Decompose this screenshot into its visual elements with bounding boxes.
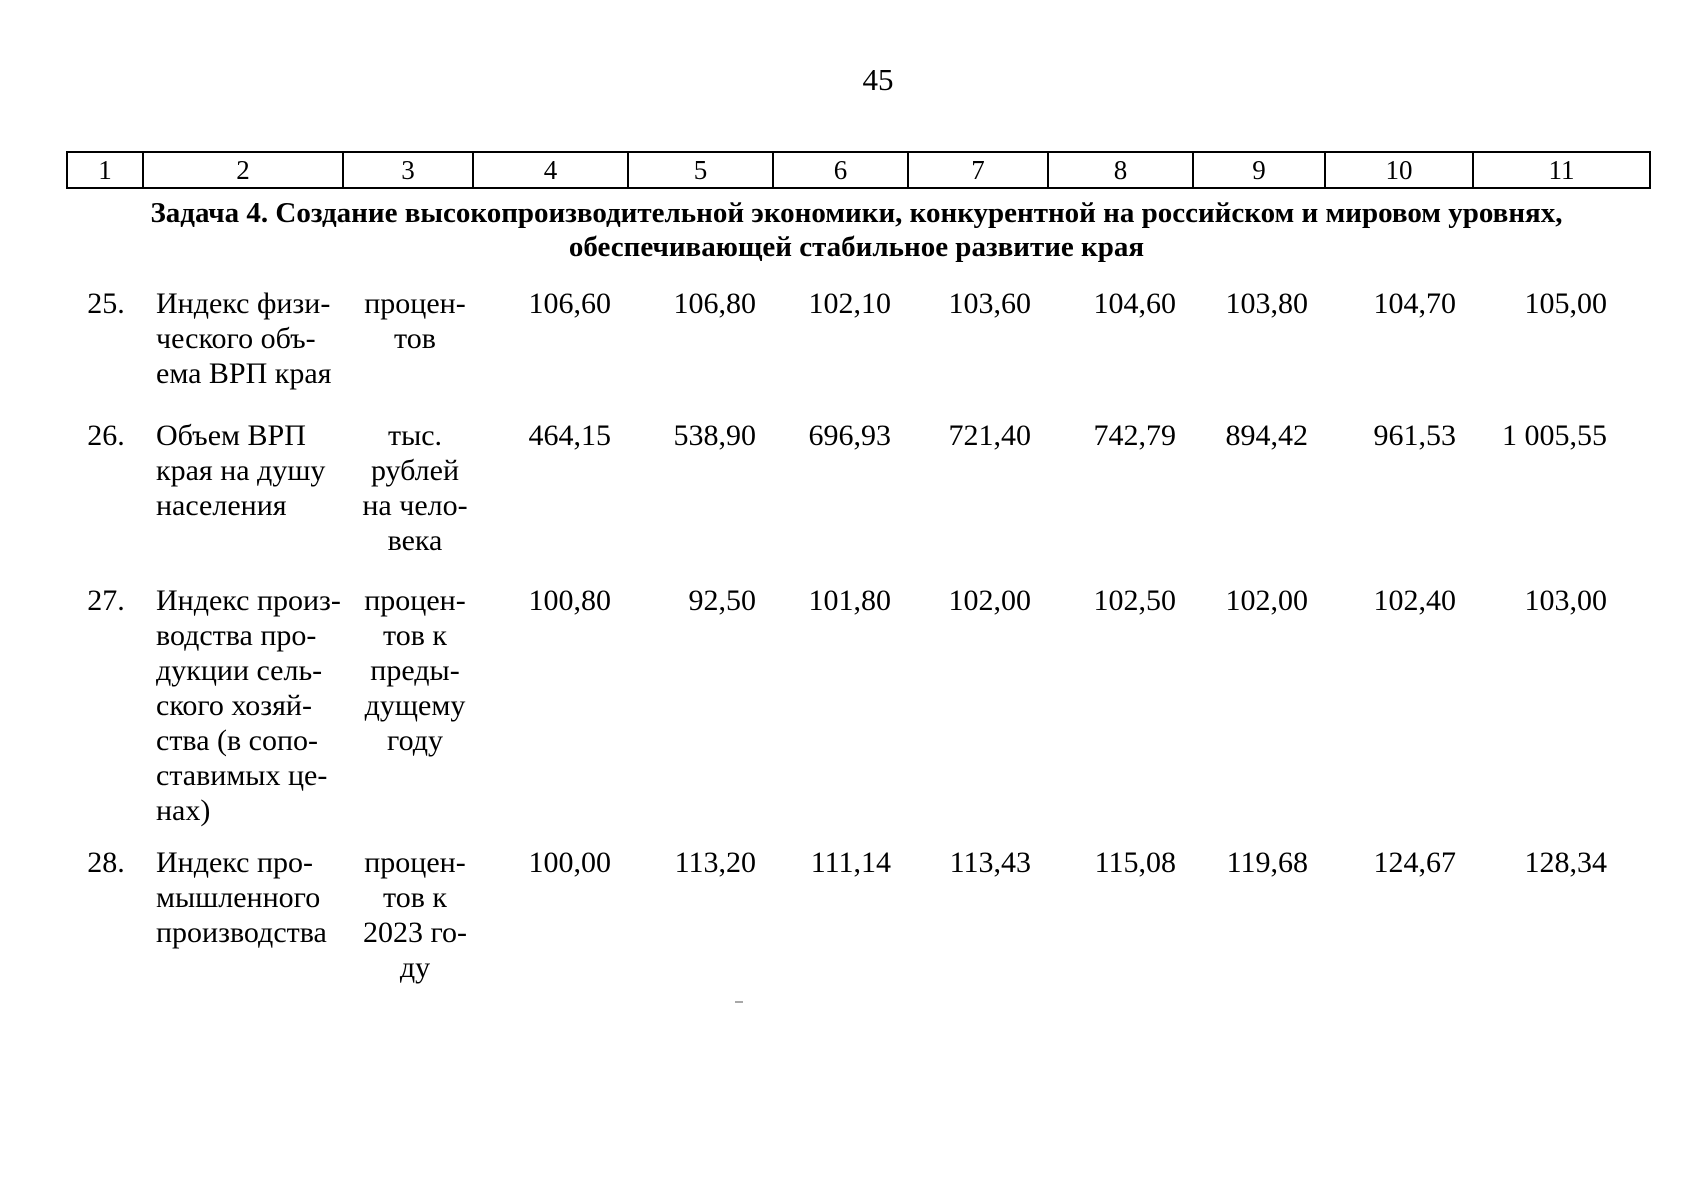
indicator-name-line: нах) <box>156 794 211 827</box>
indicator-value: 464,15 <box>528 419 612 452</box>
indicator-name-line: дукции сель- <box>156 654 323 687</box>
indicator-name-line: населения <box>156 489 287 522</box>
indicator-value: 102,40 <box>1373 584 1457 617</box>
indicator-name-line: края на душу <box>156 454 326 487</box>
column-number-5: 5 <box>627 153 772 187</box>
indicator-name-line: ского хозяй- <box>156 689 312 722</box>
indicator-value: 119,68 <box>1226 846 1308 879</box>
row-number: 27. <box>87 584 125 617</box>
indicator-value: 128,34 <box>1524 846 1608 879</box>
indicator-unit-line: процен- <box>364 846 466 879</box>
indicator-value: 104,60 <box>1093 287 1177 320</box>
indicator-value: 721,40 <box>948 419 1032 452</box>
indicator-value: 102,00 <box>948 584 1032 617</box>
indicator-unit-line: процен- <box>364 584 466 617</box>
indicator-value: 102,50 <box>1093 584 1177 617</box>
indicator-value: 101,80 <box>808 584 892 617</box>
indicator-unit-line: ду <box>399 951 431 984</box>
column-number-9: 9 <box>1192 153 1324 187</box>
indicator-unit-line: тов к <box>383 881 447 914</box>
indicator-value: 106,60 <box>528 287 612 320</box>
indicator-name: Объем ВРП края на душу населения <box>140 418 340 523</box>
section-title-line-2: обеспечивающей стабильное развитие края <box>568 231 1145 263</box>
indicator-value: 538,90 <box>673 419 757 452</box>
table-row: 25. Индекс физи-ческого объ-ема ВРП края п… <box>66 286 1647 391</box>
indicator-name-line: Объем ВРП <box>156 419 306 452</box>
indicator-value: 103,60 <box>948 287 1032 320</box>
indicator-value: 103,00 <box>1524 584 1608 617</box>
section-title: Задача 4. Создание высокопроизводительно… <box>66 196 1647 264</box>
indicator-unit-line: процен- <box>364 287 466 320</box>
indicator-name-line: производства <box>156 916 327 949</box>
indicator-name-line: ставимых це- <box>156 759 328 792</box>
indicator-value: 894,42 <box>1225 419 1309 452</box>
indicator-value: 111,14 <box>810 846 891 879</box>
indicator-value: 113,20 <box>674 846 756 879</box>
scan-artifact <box>735 1001 743 1003</box>
indicator-unit-line: году <box>387 724 443 757</box>
table-row: 26. Объем ВРП края на душу населения тыс. руб… <box>66 418 1647 558</box>
column-number-11: 11 <box>1472 153 1649 187</box>
indicator-unit-line: 2023 го- <box>362 916 468 949</box>
section-title-line-1: Задача 4. Создание высокопроизводительно… <box>150 197 1563 229</box>
column-number-4: 4 <box>472 153 627 187</box>
row-number: 28. <box>87 846 125 879</box>
indicator-value: 113,43 <box>949 846 1031 879</box>
indicator-value: 102,10 <box>808 287 892 320</box>
indicator-name-line: водства про- <box>156 619 317 652</box>
row-number: 25. <box>87 287 125 320</box>
indicator-unit: процен-тов <box>340 286 470 356</box>
indicator-name: Индекс произ-водства про-дукции сель-ско… <box>140 583 341 828</box>
column-number-2: 2 <box>142 153 342 187</box>
indicator-value: 102,00 <box>1225 584 1309 617</box>
indicator-value: 961,53 <box>1373 419 1457 452</box>
table-row: 28. Индекс про-мышленного производства проц… <box>66 845 1647 985</box>
indicator-name-line: Индекс про- <box>156 846 313 879</box>
indicator-value: 104,70 <box>1373 287 1457 320</box>
column-number-10: 10 <box>1324 153 1472 187</box>
indicator-value: 105,00 <box>1524 287 1608 320</box>
indicator-unit-line: дущему <box>364 689 466 722</box>
indicator-unit-line: на чело- <box>362 489 468 522</box>
column-number-8: 8 <box>1047 153 1192 187</box>
indicator-name: Индекс физи-ческого объ-ема ВРП края <box>140 286 340 391</box>
indicator-value: 742,79 <box>1093 419 1177 452</box>
indicator-unit: процен-тов к 2023 го-ду <box>340 845 470 985</box>
indicator-name-line: Индекс физи- <box>156 287 331 320</box>
indicator-value: 124,67 <box>1373 846 1457 879</box>
indicator-unit-line: рублей <box>370 454 460 487</box>
indicator-value: 115,08 <box>1094 846 1176 879</box>
indicator-value: 696,93 <box>808 419 892 452</box>
table-row: 27. Индекс произ-водства про-дукции сель-… <box>66 583 1647 828</box>
indicator-unit-line: века <box>387 524 443 557</box>
indicator-name-line: ема ВРП края <box>156 357 332 390</box>
indicator-value: 100,80 <box>528 584 612 617</box>
page-number: 45 <box>862 62 894 97</box>
indicator-value: 92,50 <box>688 584 757 617</box>
indicator-unit: процен-тов к преды-дущему году <box>340 583 470 758</box>
indicator-unit: тыс. рублей на чело-века <box>340 418 470 558</box>
indicator-unit-line: тыс. <box>387 419 443 452</box>
indicators-table-body: 25. Индекс физи-ческого объ-ема ВРП края п… <box>66 286 1647 985</box>
indicator-unit-line: тов к <box>383 619 447 652</box>
indicator-unit-line: тов <box>394 322 436 355</box>
indicator-name: Индекс про-мышленного производства <box>140 845 340 950</box>
indicator-value: 1 005,55 <box>1502 419 1607 452</box>
indicator-name-line: Индекс произ- <box>156 584 341 617</box>
indicator-name-line: ства (в сопо- <box>156 724 319 757</box>
indicator-name-line: мышленного <box>156 881 321 914</box>
indicator-value: 106,80 <box>673 287 757 320</box>
table-column-numbers-row: 1 2 3 4 5 6 7 8 9 10 11 <box>66 151 1651 189</box>
column-number-6: 6 <box>772 153 907 187</box>
column-number-7: 7 <box>907 153 1047 187</box>
indicator-name-line: ческого объ- <box>156 322 316 355</box>
indicator-value: 103,80 <box>1225 287 1309 320</box>
indicator-unit-line: преды- <box>370 654 460 687</box>
column-number-1: 1 <box>98 154 112 185</box>
indicator-value: 100,00 <box>528 846 612 879</box>
row-number: 26. <box>87 419 125 452</box>
column-number-3: 3 <box>342 153 472 187</box>
